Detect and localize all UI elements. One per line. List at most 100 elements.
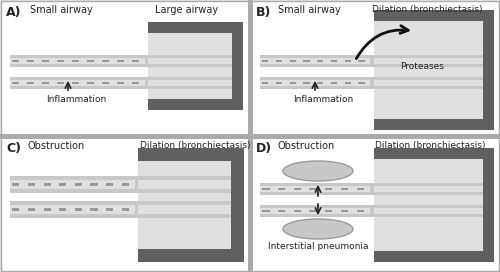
Bar xyxy=(138,180,231,189)
Bar xyxy=(358,82,364,84)
Text: Proteases: Proteases xyxy=(400,62,444,71)
Bar xyxy=(138,249,244,262)
Bar xyxy=(106,208,113,211)
Bar xyxy=(262,82,268,84)
Text: Obstruction: Obstruction xyxy=(278,141,335,151)
Bar xyxy=(117,60,124,62)
Bar xyxy=(138,176,231,193)
Bar xyxy=(44,208,51,211)
Text: Inflammation: Inflammation xyxy=(46,95,106,104)
Bar xyxy=(374,55,483,67)
Text: Dilation (bronchiectasis): Dilation (bronchiectasis) xyxy=(372,5,482,14)
Bar xyxy=(374,58,483,64)
Bar xyxy=(344,60,351,62)
Bar xyxy=(260,77,370,89)
Bar xyxy=(10,176,135,193)
Bar xyxy=(374,21,483,119)
Bar xyxy=(374,186,483,192)
Text: D): D) xyxy=(256,142,272,155)
Bar xyxy=(325,210,332,212)
Bar xyxy=(148,58,232,64)
Bar xyxy=(294,188,301,190)
Bar xyxy=(356,210,364,212)
Bar xyxy=(344,82,351,84)
Bar xyxy=(28,183,35,186)
Bar xyxy=(248,0,253,272)
Bar xyxy=(75,183,82,186)
Ellipse shape xyxy=(283,219,353,239)
Bar xyxy=(44,183,51,186)
Bar xyxy=(148,77,232,89)
Bar xyxy=(59,183,66,186)
Bar xyxy=(325,188,332,190)
Bar xyxy=(75,208,82,211)
Bar xyxy=(42,60,49,62)
Bar xyxy=(10,58,145,64)
Bar xyxy=(88,60,94,62)
Bar xyxy=(28,208,35,211)
Bar xyxy=(374,119,494,130)
Bar xyxy=(310,188,316,190)
Bar xyxy=(102,60,109,62)
Bar xyxy=(341,188,348,190)
Bar xyxy=(27,82,34,84)
Bar xyxy=(260,55,370,67)
Text: Dilation (bronchiectasis): Dilation (bronchiectasis) xyxy=(375,141,486,150)
Bar xyxy=(374,77,483,89)
Bar xyxy=(262,210,270,212)
Bar xyxy=(260,208,370,214)
Bar xyxy=(90,208,98,211)
Bar xyxy=(356,188,364,190)
Bar xyxy=(232,22,243,110)
Bar xyxy=(278,210,285,212)
Bar xyxy=(117,82,124,84)
Text: Obstruction: Obstruction xyxy=(28,141,85,151)
Ellipse shape xyxy=(283,161,353,181)
Bar xyxy=(290,60,296,62)
Bar xyxy=(57,60,64,62)
Bar xyxy=(262,188,270,190)
Bar xyxy=(145,77,148,89)
Bar xyxy=(10,205,135,214)
Bar xyxy=(138,161,231,249)
Bar xyxy=(483,148,494,262)
Bar xyxy=(231,148,244,262)
Bar xyxy=(278,188,285,190)
Bar xyxy=(304,60,310,62)
Bar xyxy=(374,80,483,86)
Bar xyxy=(304,82,310,84)
Bar xyxy=(90,183,98,186)
Bar xyxy=(132,82,139,84)
Bar xyxy=(374,205,483,217)
Bar xyxy=(135,201,138,218)
Bar xyxy=(290,82,296,84)
Text: Interstitial pneumonia: Interstitial pneumonia xyxy=(268,242,368,251)
Bar xyxy=(102,82,109,84)
Bar xyxy=(72,60,79,62)
Bar xyxy=(370,205,374,217)
Bar xyxy=(374,10,494,21)
Bar xyxy=(374,251,494,262)
Text: Dilation (bronchiectasis): Dilation (bronchiectasis) xyxy=(140,141,250,150)
Bar xyxy=(148,99,243,110)
Bar xyxy=(122,183,129,186)
Bar xyxy=(374,183,483,195)
Bar xyxy=(0,134,500,139)
Bar xyxy=(10,77,145,89)
Bar xyxy=(88,82,94,84)
Bar xyxy=(260,80,370,86)
Bar xyxy=(10,201,135,218)
Bar xyxy=(294,210,301,212)
Bar xyxy=(310,210,316,212)
Bar xyxy=(331,82,337,84)
Bar xyxy=(106,183,113,186)
Text: A): A) xyxy=(6,6,22,19)
Text: C): C) xyxy=(6,142,21,155)
Bar xyxy=(260,205,370,217)
Bar xyxy=(122,208,129,211)
Bar xyxy=(12,183,20,186)
Bar xyxy=(10,80,145,86)
Bar xyxy=(135,176,138,193)
Text: Large airway: Large airway xyxy=(155,5,218,15)
Bar xyxy=(374,159,483,251)
